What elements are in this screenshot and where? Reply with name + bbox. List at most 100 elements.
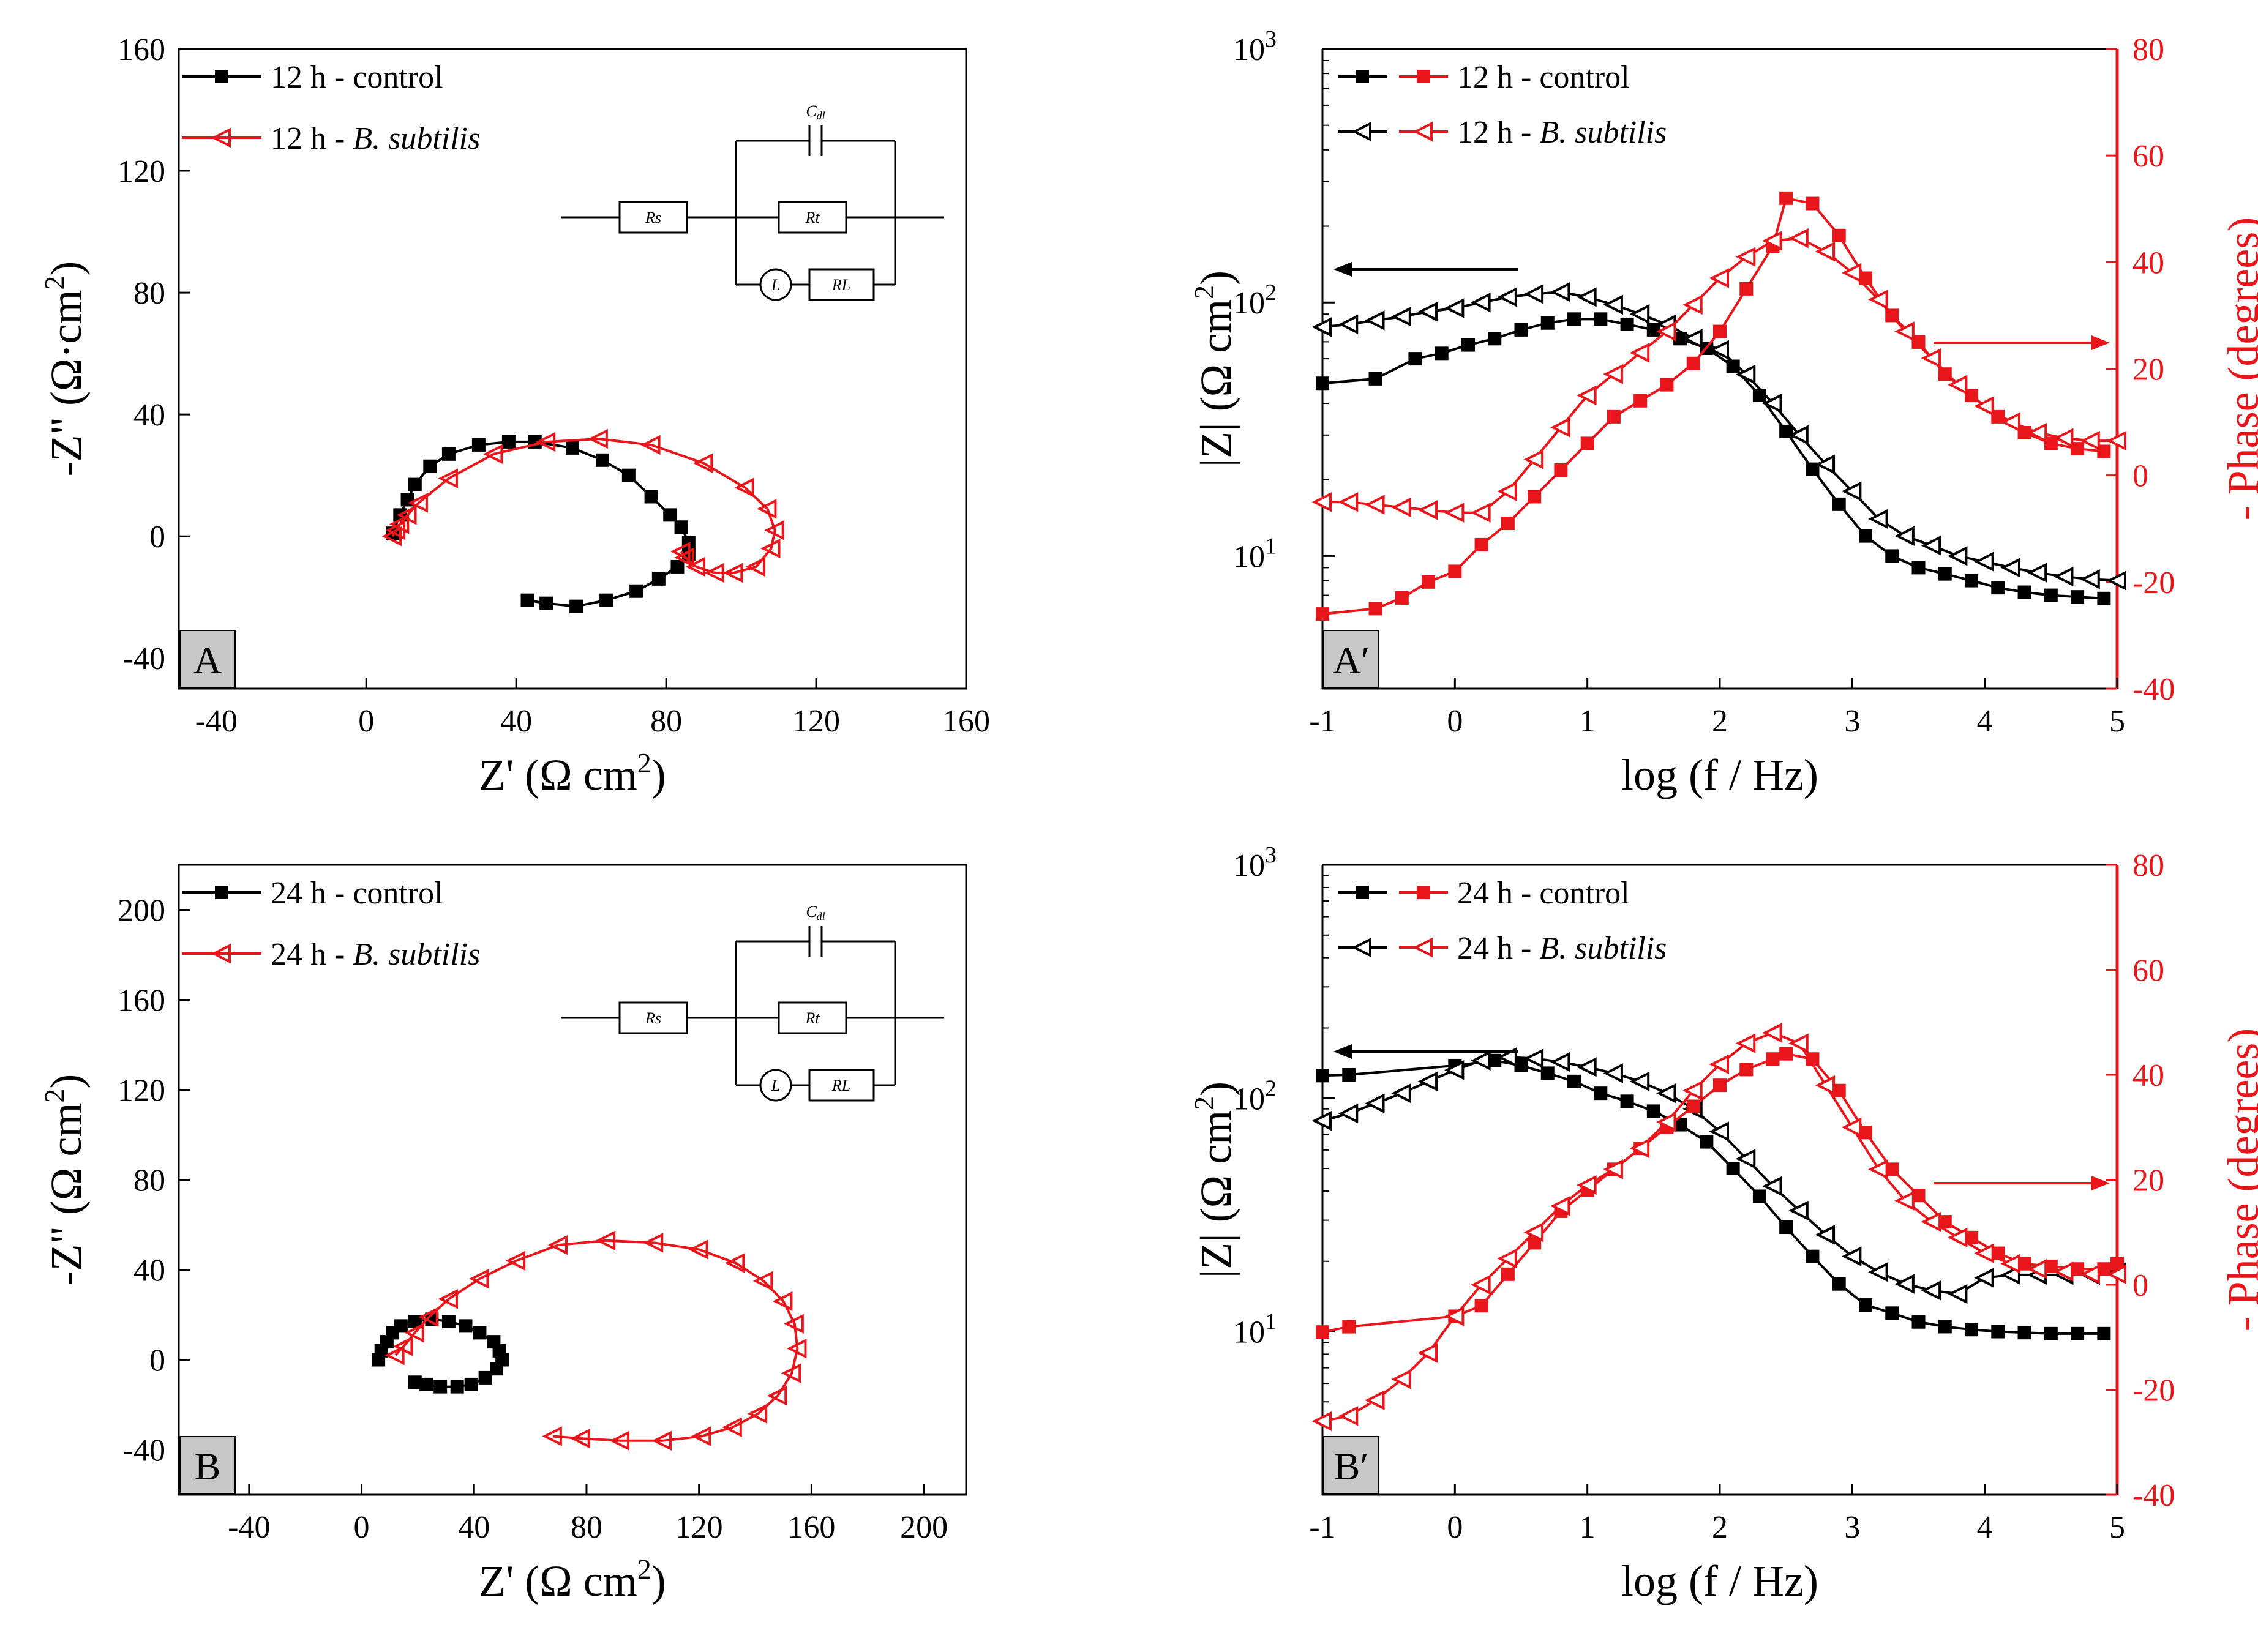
data-point <box>1594 312 1608 326</box>
data-point <box>1947 546 1968 566</box>
data-point <box>1629 1138 1650 1159</box>
y2-tick-label: -20 <box>2132 1374 2175 1408</box>
data-point <box>1629 1071 1650 1092</box>
data-point <box>1338 314 1359 335</box>
data-point <box>392 1336 413 1356</box>
data-point <box>1832 1277 1846 1291</box>
y-tick-label: 80 <box>133 1164 165 1198</box>
data-point <box>1991 581 2005 595</box>
legend-marker <box>1417 886 1430 899</box>
data-point <box>535 432 556 452</box>
x-tick-label: -1 <box>1309 1510 1335 1545</box>
data-point <box>1365 495 1385 515</box>
data-point <box>1577 1175 1597 1195</box>
data-point <box>1938 1320 1952 1334</box>
data-point <box>1620 317 1634 331</box>
y-tick-label: 40 <box>133 398 165 433</box>
y-tick-label: 160 <box>118 984 165 1018</box>
data-point <box>1501 517 1515 531</box>
data-point <box>2000 1254 2020 1274</box>
data-point <box>1342 1067 1356 1082</box>
data-point <box>1779 1220 1793 1235</box>
data-point <box>1921 1211 1941 1232</box>
data-point <box>651 1430 672 1451</box>
arrow-right-head <box>2091 335 2110 350</box>
x-tick-label: 1 <box>1580 1510 1596 1545</box>
data-point <box>1682 1080 1703 1101</box>
x-tick-label: 80 <box>571 1510 602 1545</box>
data-point <box>1713 1078 1727 1093</box>
data-point <box>1629 304 1650 324</box>
data-point <box>1417 1071 1438 1092</box>
data-point <box>2027 563 2047 583</box>
data-point <box>595 453 609 467</box>
data-point <box>2000 412 2020 432</box>
data-point <box>473 1326 487 1340</box>
x-tick-label: 2 <box>1712 704 1728 739</box>
data-point <box>1514 323 1528 337</box>
data-point <box>1550 1196 1570 1216</box>
data-point <box>1629 343 1650 363</box>
data-point <box>438 1289 458 1309</box>
circuit-rt-label: Rt <box>805 1009 820 1027</box>
data-point <box>1417 500 1438 520</box>
circuit-l-label: L <box>771 1077 780 1094</box>
data-point <box>1408 352 1422 366</box>
y-axis-label: -Z" (Ω cm2) <box>39 1074 91 1286</box>
data-point <box>1788 1200 1809 1221</box>
circuit-rs-label: Rs <box>645 1009 661 1027</box>
data-point <box>1342 1320 1356 1334</box>
data-point <box>722 1417 742 1437</box>
data-point <box>1921 1280 1941 1301</box>
data-point <box>2106 1264 2126 1285</box>
data-point <box>1656 1112 1676 1132</box>
data-point <box>1316 607 1329 621</box>
data-point <box>1673 332 1687 346</box>
data-point <box>692 453 713 473</box>
data-point <box>1911 335 1926 349</box>
data-point <box>1885 549 1899 563</box>
data-point <box>629 584 643 598</box>
data-point <box>423 459 437 473</box>
y2-tick-label: -40 <box>2132 672 2175 707</box>
legend-marker <box>215 70 228 83</box>
data-point <box>1603 1063 1623 1083</box>
y-tick-label: 103 <box>1233 26 1277 67</box>
data-point <box>2110 1257 2124 1271</box>
data-point <box>1523 449 1544 469</box>
legend-label: 24 h - B. subtilis <box>271 937 480 972</box>
y2-axis-label: - Phase (degrees) <box>2219 1028 2258 1332</box>
data-point <box>2027 422 2047 443</box>
data-point <box>1497 481 1517 502</box>
data-point <box>2097 1326 2111 1340</box>
data-point <box>1444 1060 1465 1080</box>
x-tick-label: 0 <box>1447 1510 1463 1545</box>
data-point <box>2053 566 2074 587</box>
data-point <box>1700 1135 1714 1149</box>
panel-label: B′ <box>1334 1445 1369 1488</box>
y2-tick-label: 40 <box>2132 245 2164 280</box>
data-point <box>1885 1162 1899 1176</box>
data-point <box>1461 338 1475 352</box>
data-point <box>441 1315 456 1329</box>
data-point <box>505 1250 526 1271</box>
data-point <box>734 477 754 498</box>
x-tick-label: 4 <box>1977 704 1993 739</box>
legend-marker <box>1356 70 1369 83</box>
data-point <box>1338 1406 1359 1426</box>
x-tick-label: 40 <box>458 1510 490 1545</box>
legend-marker <box>211 943 231 964</box>
data-point <box>2097 444 2111 458</box>
data-point <box>1528 1236 1542 1250</box>
x-axis-label: log (f / Hz) <box>1621 750 1818 799</box>
x-tick-label: 2 <box>1712 1510 1728 1545</box>
circuit-rs-label: Rs <box>645 209 661 226</box>
data-point <box>1788 425 1809 446</box>
data-point <box>1391 306 1411 327</box>
data-point <box>2017 585 2031 599</box>
y-tick-label: 102 <box>1233 1075 1277 1116</box>
data-point <box>1832 497 1846 511</box>
y2-tick-label: 0 <box>2132 459 2148 494</box>
x-axis-label: Z' (Ω cm2) <box>479 747 666 799</box>
legend-label: 12 h - B. subtilis <box>271 121 480 156</box>
